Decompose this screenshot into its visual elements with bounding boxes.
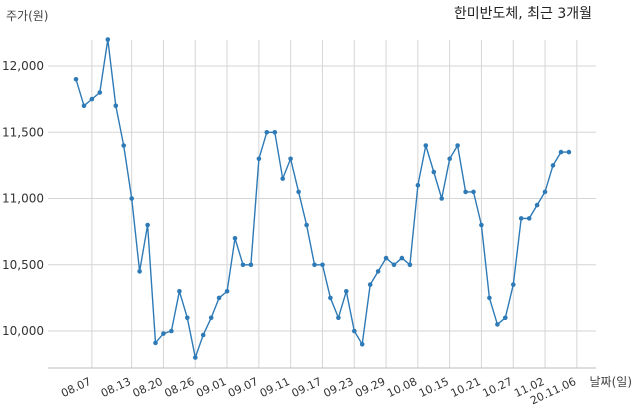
- data-point: [447, 156, 453, 162]
- y-axis-label: 주가(원): [6, 9, 48, 23]
- x-tick-labels: 08.07 08.1308.2008.2609.0109.0709.1109.17…: [59, 375, 578, 407]
- data-point: [200, 332, 206, 338]
- data-point: [232, 236, 238, 241]
- data-point: [407, 262, 413, 268]
- x-tick-label: 09.17: [290, 375, 324, 400]
- data-point: [367, 282, 373, 287]
- data-point: [534, 202, 540, 208]
- data-point: [320, 262, 325, 268]
- x-tick-label: 09.23: [321, 375, 355, 400]
- data-point: [248, 262, 254, 268]
- data-point: [391, 262, 397, 268]
- data-point: [105, 37, 111, 42]
- x-tick-label: 08.13: [99, 375, 133, 400]
- x-axis-label: 날짜(일): [590, 375, 632, 389]
- data-point: [550, 163, 556, 168]
- data-point: [328, 295, 333, 301]
- data-point: [145, 222, 150, 228]
- data-point: [81, 103, 87, 109]
- data-point: [431, 169, 437, 175]
- data-point: [312, 262, 317, 268]
- data-point: [161, 331, 166, 336]
- data-point: [288, 156, 293, 162]
- x-tick-label: 09.11: [258, 375, 292, 400]
- data-point: [73, 77, 79, 82]
- data-point: [439, 196, 445, 201]
- x-tick-label: 08.07: [59, 375, 93, 400]
- data-point: [169, 328, 174, 334]
- data-point: [399, 255, 405, 261]
- data-point: [359, 342, 365, 347]
- data-point: [256, 156, 262, 162]
- data-point: [153, 340, 158, 346]
- data-point: [185, 315, 190, 321]
- y-tick-label: 11,500: [2, 125, 44, 139]
- data-point: [137, 269, 142, 274]
- x-tick-label: 09.29: [353, 375, 387, 400]
- data-point: [558, 149, 564, 155]
- y-tick-label: 11,000: [2, 192, 44, 206]
- data-point: [296, 189, 301, 195]
- data-point: [272, 130, 278, 135]
- data-point: [423, 143, 429, 148]
- x-tick-label: 09.01: [194, 375, 228, 400]
- y-tick-labels: 10,000 10,500 11,000 11,500 12,000: [2, 59, 44, 338]
- data-point: [224, 289, 230, 294]
- data-point: [280, 176, 286, 181]
- grid-lines: [48, 40, 596, 368]
- data-point: [471, 189, 476, 195]
- data-point: [495, 322, 500, 327]
- data-point: [518, 216, 524, 221]
- data-point: [264, 130, 270, 135]
- x-tick-label: 10.08: [385, 375, 419, 400]
- data-point: [352, 328, 357, 334]
- data-point: [463, 189, 468, 195]
- data-point: [503, 315, 508, 321]
- data-point: [336, 315, 341, 321]
- data-point: [415, 183, 421, 188]
- data-point: [304, 222, 309, 228]
- data-point: [216, 295, 222, 301]
- data-point: [511, 282, 516, 287]
- chart-title: 한미반도체, 최근 3개월: [454, 6, 592, 22]
- price-series: [73, 37, 572, 361]
- data-point: [375, 269, 381, 274]
- x-tick-label: 08.20: [131, 375, 165, 400]
- data-point: [487, 295, 492, 301]
- y-tick-label: 12,000: [2, 59, 44, 73]
- data-point: [208, 315, 214, 321]
- data-point: [97, 90, 103, 95]
- data-point: [526, 216, 532, 221]
- data-point: [479, 222, 484, 228]
- data-point: [193, 355, 198, 360]
- data-point: [455, 143, 460, 148]
- x-tick-label: 10.21: [449, 375, 483, 400]
- data-point: [542, 189, 548, 195]
- data-point: [89, 96, 95, 102]
- x-tick-label: 09.07: [226, 375, 260, 400]
- x-tick-label: 10.27: [480, 375, 514, 400]
- y-tick-label: 10,500: [2, 258, 44, 272]
- y-tick-label: 10,000: [2, 324, 44, 338]
- x-tick-label: 08.26: [162, 375, 196, 400]
- data-point: [129, 196, 134, 201]
- data-point: [383, 255, 389, 261]
- data-point: [113, 103, 119, 109]
- data-point: [177, 289, 182, 294]
- data-point: [240, 262, 246, 268]
- x-tick-label: 10.15: [417, 375, 451, 400]
- data-point: [566, 149, 572, 155]
- data-point: [121, 143, 126, 148]
- data-point: [344, 289, 349, 294]
